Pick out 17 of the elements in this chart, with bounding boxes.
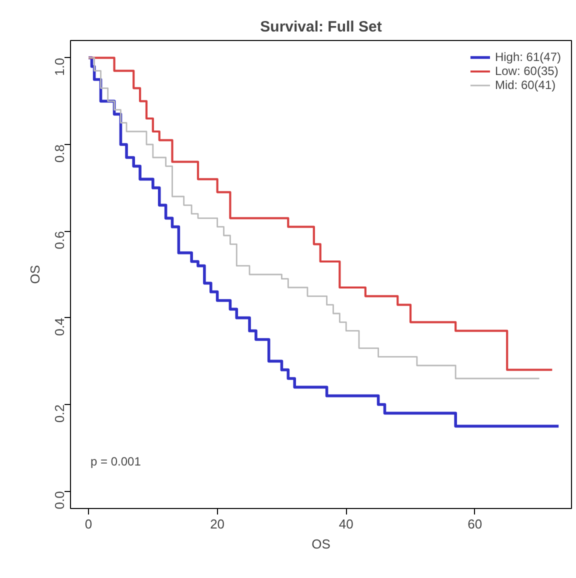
annotation: p = 0.001 xyxy=(90,454,142,468)
y-tick-label: 1.0 xyxy=(52,58,67,76)
y-axis-title: OS xyxy=(28,264,42,284)
chart-title: Survival: Full Set xyxy=(260,18,382,36)
legend-label: Low: 60(35) xyxy=(494,64,558,78)
x-tick-label: 60 xyxy=(468,516,482,532)
y-tick-label: 0.4 xyxy=(52,318,67,336)
y-tick-label: 0.2 xyxy=(52,404,67,423)
y-tick-label: 0.0 xyxy=(52,491,67,510)
y-tick-label: 0.8 xyxy=(52,144,67,163)
y-tick-label: 0.6 xyxy=(52,231,67,250)
x-axis-title: OS xyxy=(312,536,331,552)
legend-label: Mid: 60(41) xyxy=(494,78,556,92)
x-tick-label: 20 xyxy=(210,516,225,532)
legend-label: High: 61(47) xyxy=(494,50,561,64)
x-tick-label: 0 xyxy=(84,516,92,532)
x-tick-label: 40 xyxy=(338,516,354,532)
